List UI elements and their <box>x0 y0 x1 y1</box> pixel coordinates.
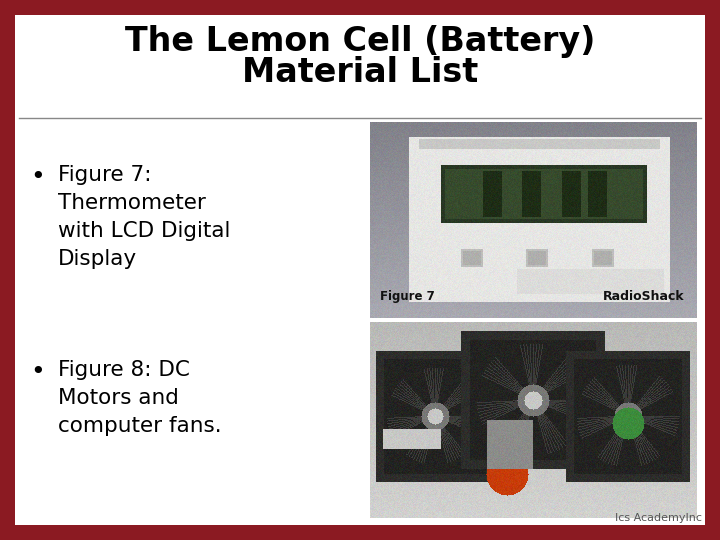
Text: Ics AcademyInc: Ics AcademyInc <box>615 513 702 523</box>
Text: •: • <box>31 360 45 384</box>
Text: Material List: Material List <box>242 56 478 89</box>
Text: RadioShack: RadioShack <box>603 290 685 303</box>
Text: The Lemon Cell (Battery): The Lemon Cell (Battery) <box>125 25 595 58</box>
Text: •: • <box>31 165 45 189</box>
Text: Figure 7:
Thermometer
with LCD Digital
Display: Figure 7: Thermometer with LCD Digital D… <box>58 165 230 269</box>
Text: Figure 8: DC
Motors and
computer fans.: Figure 8: DC Motors and computer fans. <box>58 360 222 436</box>
Text: Figure 7: Figure 7 <box>380 290 435 303</box>
